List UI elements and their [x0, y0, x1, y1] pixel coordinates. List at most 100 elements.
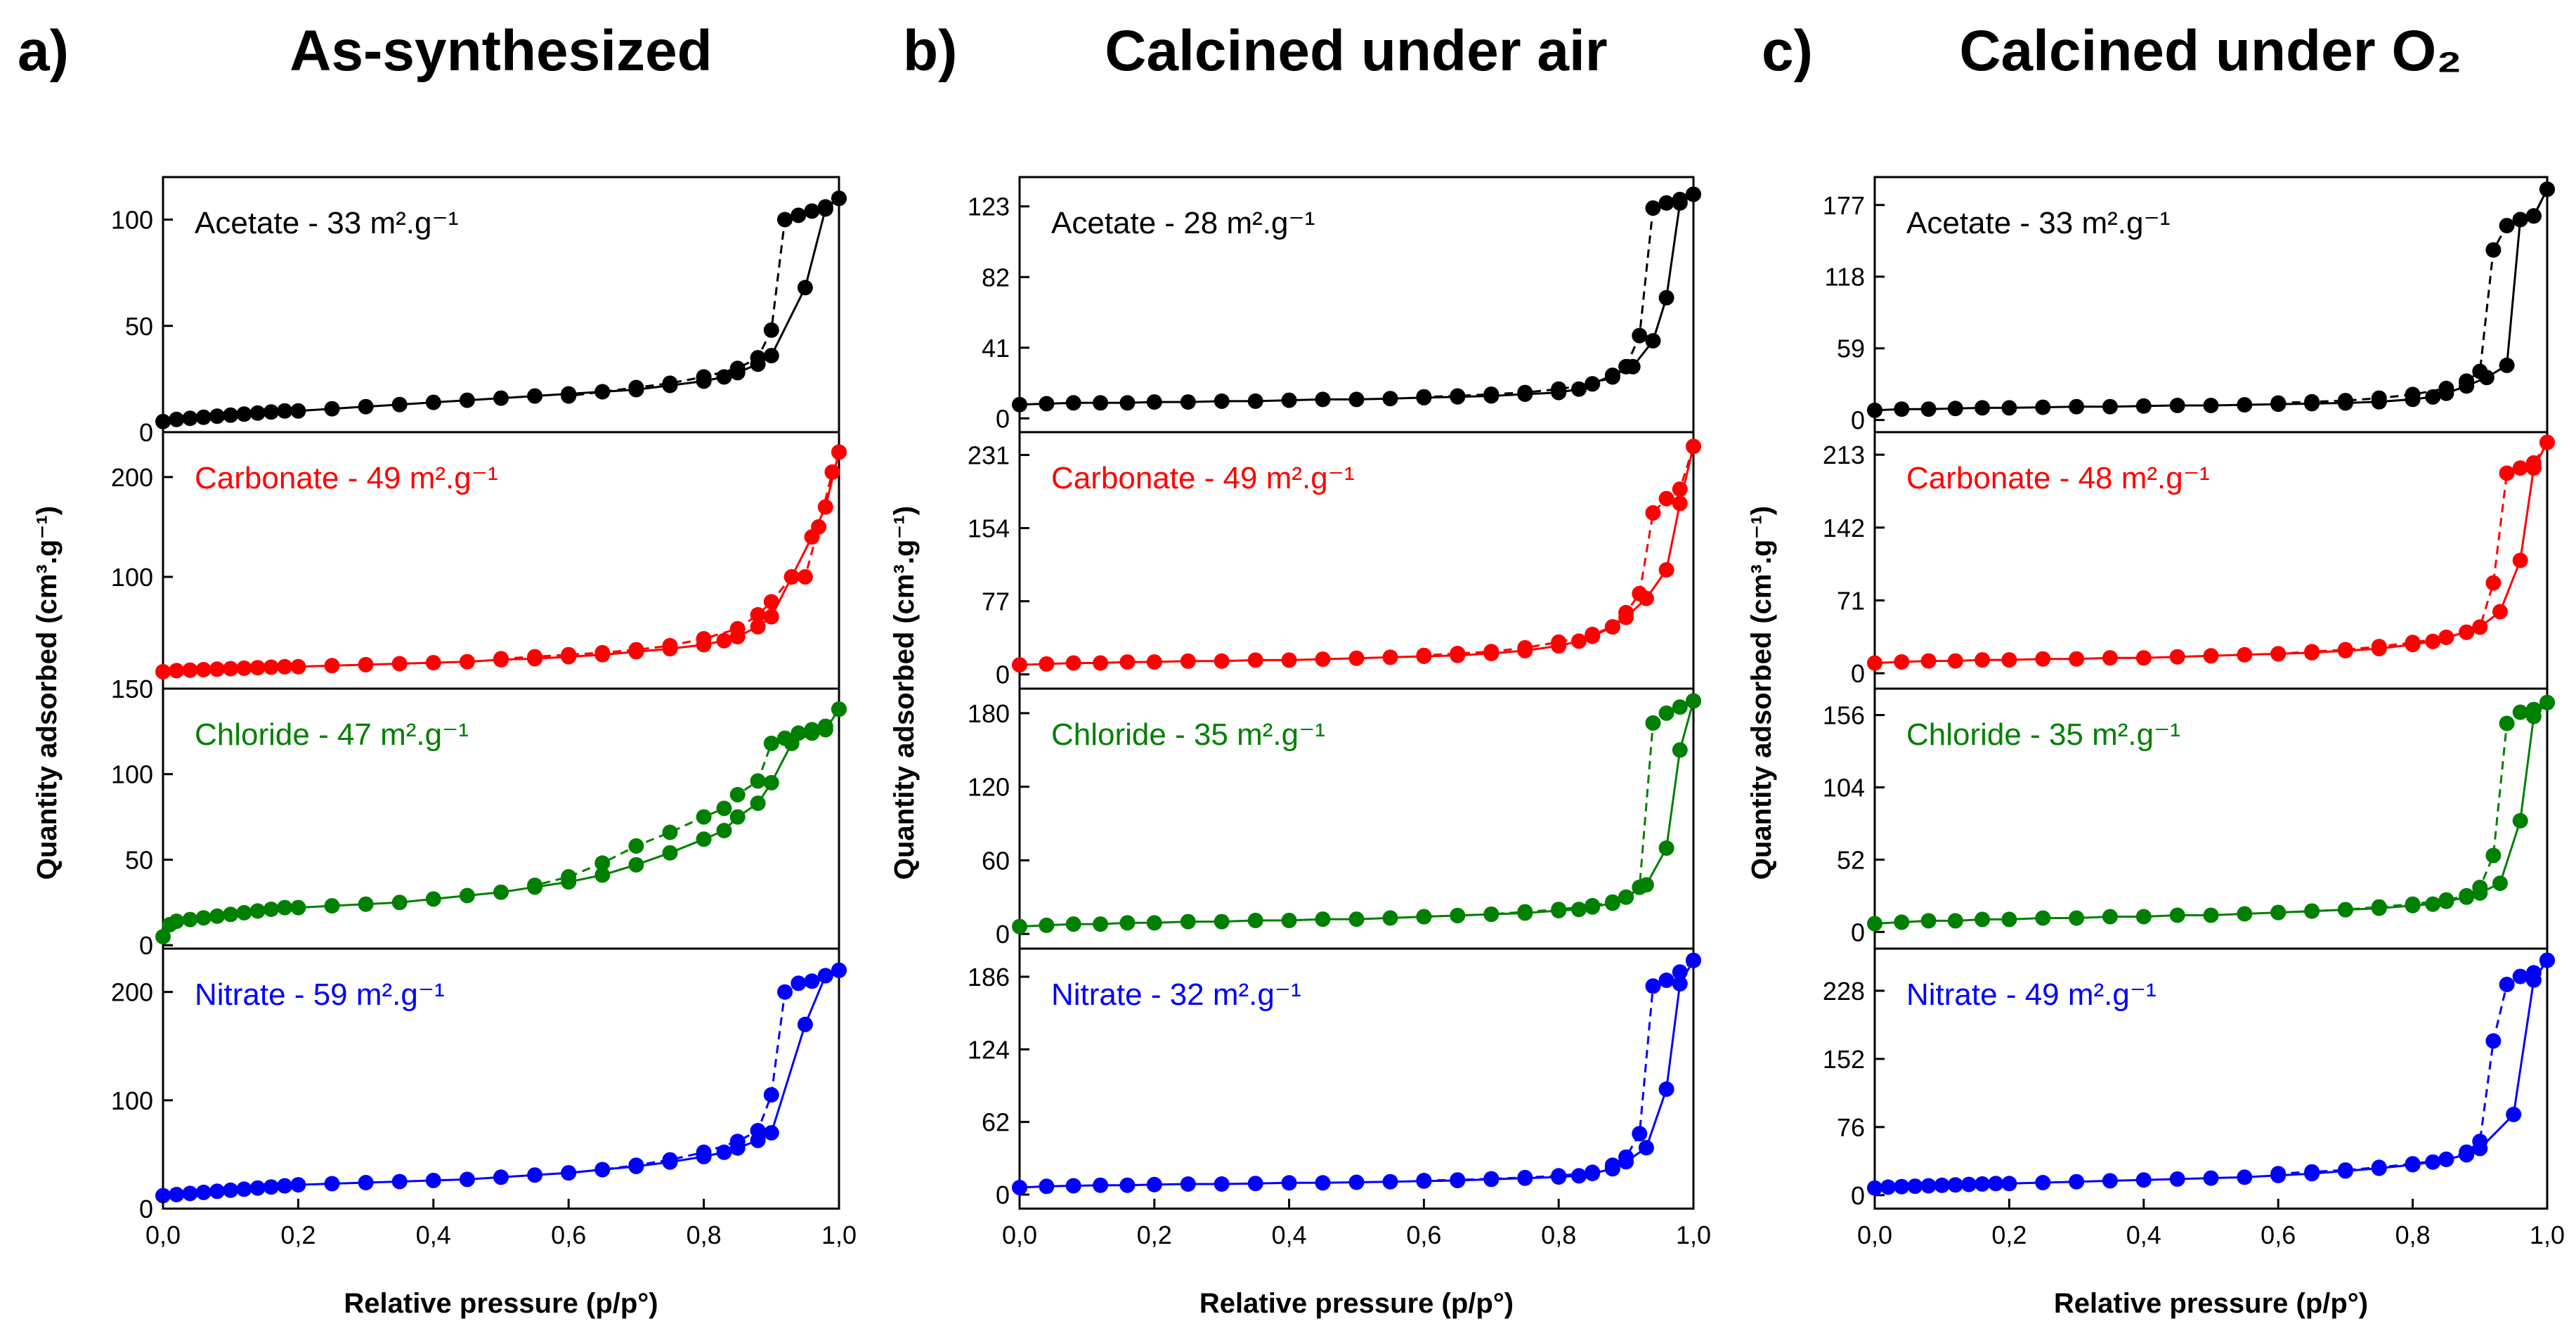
desorption-line: [1424, 193, 1694, 398]
adsorption-point: [290, 658, 306, 675]
adsorption-point: [1920, 401, 1937, 417]
adsorption-point: [358, 1175, 374, 1190]
desorption-point: [1483, 644, 1500, 660]
adsorption-point: [2135, 650, 2152, 666]
desorption-point: [1604, 619, 1620, 635]
adsorption-point: [1146, 654, 1162, 670]
desorption-point: [1686, 693, 1701, 709]
x-tick-label: 0,4: [1272, 1221, 1307, 1249]
subplot-frame: [1018, 947, 1695, 1210]
desorption-point: [1416, 1173, 1432, 1188]
desorption-point: [729, 360, 746, 377]
adsorption-point: [1947, 401, 1963, 417]
adsorption-point: [2425, 896, 2441, 912]
adsorption-point: [817, 499, 833, 515]
y-axis-title: Quantity adsorbed (cm³.g⁻¹): [1746, 506, 1777, 880]
adsorption-point: [1093, 1177, 1109, 1193]
adsorption-point: [2102, 398, 2118, 415]
desorption-point: [831, 962, 847, 978]
desorption-point: [791, 975, 807, 991]
subplot-3: 0 62 124 186 Nitrate - 32 m².g⁻¹: [968, 947, 1701, 1210]
adsorption-point: [1146, 915, 1162, 931]
adsorption-point: [1214, 1176, 1230, 1192]
adsorption-point: [1382, 649, 1398, 665]
adsorption-point: [1093, 916, 1109, 932]
subplot-0: 0 41 82 123 Acetate - 28 m².g⁻¹: [968, 176, 1701, 434]
x-tick-label: 0,8: [687, 1221, 722, 1249]
y-tick-label: 200: [111, 978, 153, 1007]
adsorption-point: [1065, 395, 1081, 411]
adsorption-point: [2169, 649, 2185, 665]
y-tick-label: 0: [139, 1195, 153, 1223]
adsorption-point: [1382, 1173, 1398, 1190]
desorption-point: [1517, 904, 1533, 920]
desorption-point: [2304, 394, 2320, 410]
adsorption-point: [1658, 562, 1674, 578]
desorption-point: [1416, 909, 1432, 925]
x-tick-label: 0,6: [551, 1221, 586, 1249]
adsorption-point: [1119, 654, 1136, 670]
desorption-point: [777, 984, 793, 1000]
desorption-line: [568, 969, 840, 1174]
desorption-point: [527, 649, 543, 665]
adsorption-point: [358, 398, 374, 415]
adsorption-point: [277, 1178, 293, 1194]
desorption-point: [1645, 505, 1661, 521]
desorption-point: [696, 369, 712, 385]
adsorption-point: [1214, 913, 1230, 930]
adsorption-point: [223, 407, 239, 423]
y-tick-label: 213: [1823, 441, 1865, 469]
y-tick-label: 50: [125, 312, 153, 341]
desorption-point: [2472, 363, 2488, 379]
desorption-point: [750, 606, 766, 623]
desorption-point: [2525, 701, 2542, 717]
desorption-point: [2337, 902, 2353, 918]
desorption-point: [1483, 386, 1500, 402]
y-tick-label: 0: [139, 418, 153, 447]
y-tick-label: 62: [982, 1108, 1010, 1137]
adsorption-point: [209, 908, 225, 924]
desorption-point: [1551, 634, 1567, 650]
desorption-point: [594, 384, 611, 400]
adsorption-point: [1867, 655, 1882, 671]
desorption-point: [1672, 191, 1688, 207]
desorption-point: [831, 444, 847, 460]
desorption-point: [1604, 1157, 1620, 1173]
adsorption-point: [223, 661, 239, 677]
adsorption-point: [1315, 1175, 1331, 1191]
series-label: Chloride - 35 m².g⁻¹: [1051, 717, 1325, 752]
adsorption-point: [1180, 913, 1196, 930]
desorption-point: [2499, 218, 2515, 234]
desorption-point: [1632, 585, 1648, 602]
adsorption-point: [1315, 391, 1331, 408]
desorption-point: [1450, 646, 1466, 661]
adsorption-point: [2203, 398, 2219, 413]
adsorption-point: [209, 661, 225, 677]
desorption-point: [1645, 200, 1661, 216]
adsorption-point: [324, 401, 340, 417]
subplot-1: 0 71 142 213 Carbonate - 48 m².g⁻¹: [1823, 431, 2555, 690]
desorption-point: [2459, 1144, 2475, 1160]
adsorption-point: [195, 409, 212, 425]
adsorption-point: [1012, 918, 1027, 935]
adsorption-point: [763, 1125, 779, 1141]
x-tick-label: 0,2: [280, 1221, 316, 1249]
adsorption-point: [1571, 1168, 1587, 1184]
y-tick-label: 142: [1823, 514, 1865, 542]
y-tick-label: 152: [1823, 1045, 1865, 1074]
desorption-point: [2438, 1151, 2454, 1167]
adsorption-point: [169, 663, 185, 679]
desorption-point: [561, 1165, 577, 1181]
adsorption-point: [750, 618, 766, 635]
adsorption-point: [2135, 909, 2152, 925]
desorption-point: [804, 722, 820, 738]
adsorption-point: [2069, 651, 2085, 667]
adsorption-point: [1281, 652, 1297, 668]
x-tick-label: 0,2: [1991, 1221, 2027, 1249]
desorption-point: [1645, 715, 1661, 731]
adsorption-point: [750, 795, 766, 812]
adsorption-point: [1180, 653, 1196, 669]
adsorption-point: [1281, 392, 1297, 408]
adsorption-point: [195, 662, 212, 677]
x-tick-label: 1,0: [2530, 1221, 2565, 1249]
